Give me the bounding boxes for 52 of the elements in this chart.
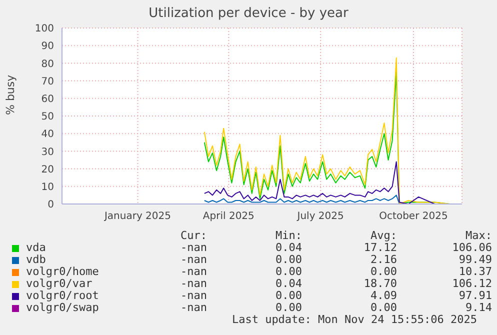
text: 97.91: [458, 289, 492, 302]
text: 0.00: [370, 301, 397, 314]
text: 0.00: [274, 289, 302, 302]
text: -nan: [180, 265, 207, 278]
y-tick-label: 30: [41, 146, 54, 158]
y-axis-title: % busy: [4, 74, 17, 115]
y-tick-label: 100: [34, 24, 54, 35]
text: 106.12: [451, 277, 492, 290]
text: 10.37: [458, 265, 492, 278]
text: 2.16: [370, 253, 397, 266]
text: Max:: [464, 229, 492, 242]
text: 0.00: [370, 265, 397, 278]
legend-label: volgr0/home: [26, 265, 99, 278]
y-tick-label: 0: [48, 200, 54, 211]
text: Last update: Mon Nov 24 15:55:06 2025: [230, 313, 477, 326]
text: 0.04: [274, 241, 302, 254]
text: 0.04: [274, 277, 302, 290]
text: 9.14: [464, 301, 492, 314]
legend-label: volgr0/var: [26, 277, 92, 290]
y-tick-label: 20: [41, 164, 54, 176]
text: -nan: [180, 277, 207, 290]
text: 0.00: [274, 265, 302, 278]
legend-label: volgr0/swap: [26, 301, 99, 314]
y-tick-label: 70: [41, 76, 54, 88]
text: -nan: [180, 301, 207, 314]
legend-label: volgr0/root: [26, 289, 99, 302]
chart-title: Utilization per device - by year: [148, 5, 350, 22]
legend-label: vdb: [26, 253, 46, 266]
y-tick-label: 80: [41, 58, 54, 70]
y-tick-label: 40: [41, 129, 54, 140]
x-tick-label: April 2025: [202, 211, 254, 222]
y-tick-label: 90: [41, 41, 54, 52]
y-tick-label: 60: [41, 94, 54, 105]
x-tick-label: July 2025: [296, 211, 344, 222]
text: 99.49: [458, 253, 492, 266]
text: 106.06: [451, 241, 492, 254]
text: -nan: [180, 241, 207, 254]
x-tick-label: October 2025: [379, 211, 448, 222]
text: -nan: [180, 289, 207, 302]
text: 17.12: [362, 241, 397, 254]
text: -nan: [180, 253, 207, 266]
text: 0.00: [274, 253, 302, 266]
legend-label: vda: [26, 241, 46, 254]
text: Min:: [274, 229, 302, 242]
text: 4.09: [370, 289, 397, 302]
x-tick-label: January 2025: [103, 211, 172, 222]
y-tick-label: 50: [41, 112, 54, 123]
y-tick-label: 10: [41, 182, 54, 193]
text: Avg:: [370, 229, 397, 242]
text: Cur:: [180, 229, 207, 242]
text: 0.00: [274, 301, 302, 314]
text: 18.70: [362, 277, 397, 290]
